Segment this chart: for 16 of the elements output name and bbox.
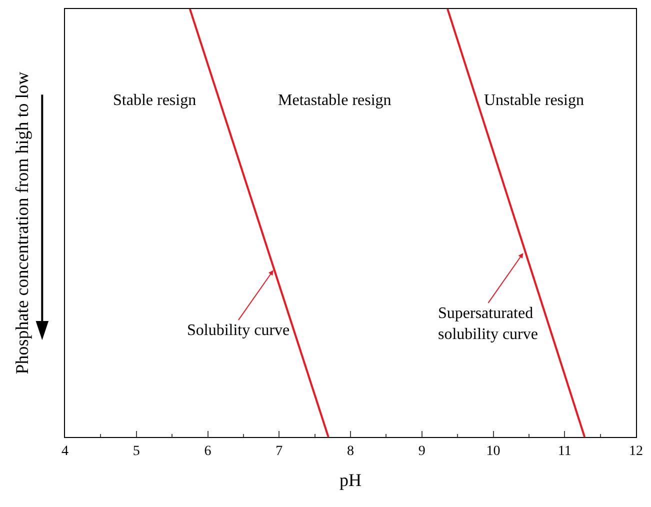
x-tick-label: 10 [486, 444, 500, 459]
annotation: Metastable resign [278, 92, 392, 109]
y-axis-title: Phosphate concentration from high to low [12, 72, 32, 374]
x-tick-label: 11 [558, 444, 572, 459]
x-tick-label: 9 [418, 444, 426, 459]
annotation: Unstable resign [484, 92, 584, 109]
x-tick-label: 12 [629, 444, 643, 459]
x-tick-label: 6 [204, 444, 212, 459]
x-tick-label: 7 [276, 444, 283, 459]
x-tick-label: 5 [132, 444, 140, 459]
x-tick-label: 4 [62, 444, 68, 459]
annotation: Stable resign [113, 92, 196, 109]
annotation: Solubility curve [187, 322, 290, 339]
x-tick-label: 8 [347, 444, 354, 459]
annotation: Supersaturated solubility curve [438, 305, 538, 343]
x-axis-title: pH [340, 470, 362, 490]
